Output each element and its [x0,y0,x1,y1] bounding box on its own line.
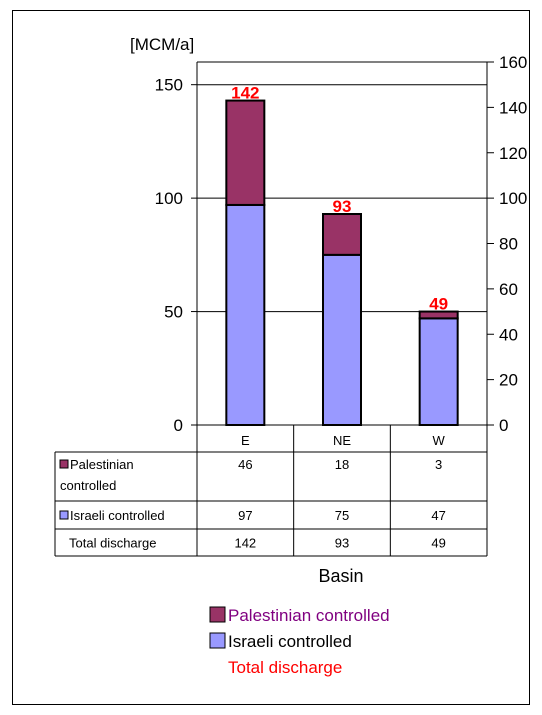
legend-key [209,606,226,623]
table-cell: 142 [234,536,256,551]
bar-palestinian-W [418,310,459,320]
bar-palestinian-NE [322,213,362,256]
chart-frame [12,10,530,705]
bar-palestinian-E [225,99,266,206]
table-legend-key [59,510,69,520]
legend-key [209,632,226,649]
table-row-label: Israeli controlled [70,508,165,523]
total-label-E: 142 [231,84,259,103]
bar-israeli-W [418,317,459,426]
bar-israeli-NE [322,253,362,426]
right-tick-label: 160 [499,53,527,72]
total-label-NE: 93 [333,197,352,216]
table-row-label: Palestinian [70,457,134,472]
right-tick-label: 0 [499,416,508,435]
left-tick-label: 150 [155,76,183,95]
left-tick-label: 100 [155,189,183,208]
right-tick-label: 80 [499,235,518,254]
right-tick-label: 120 [499,144,527,163]
total-label-W: 49 [429,295,448,314]
table-cell: 75 [335,508,349,523]
table-cell: 97 [238,508,252,523]
right-tick-label: 20 [499,371,518,390]
table-cell: 47 [431,508,445,523]
right-tick-label: 100 [499,189,527,208]
table-cell: 93 [335,536,349,551]
table-header-E: E [241,433,250,448]
y-axis-label: [MCM/a] [130,35,194,54]
legend-label: Palestinian controlled [228,606,390,625]
x-axis-label: Basin [318,566,363,586]
left-tick-label: 0 [174,416,183,435]
table-row-label: controlled [60,478,116,493]
table-cell: 18 [335,457,349,472]
legend-label: Israeli controlled [228,632,352,651]
table-header-W: W [433,433,446,448]
left-tick-label: 50 [164,303,183,322]
table-header-NE: NE [333,433,351,448]
legend-label: Total discharge [228,658,342,677]
bar-israeli-E [225,203,266,426]
table-cell: 3 [435,457,442,472]
table-row-label: Total discharge [69,536,156,551]
table-cell: 49 [431,536,445,551]
table-legend-key [59,459,69,469]
right-tick-label: 140 [499,98,527,117]
right-tick-label: 60 [499,280,518,299]
right-tick-label: 40 [499,325,518,344]
table-cell: 46 [238,457,252,472]
